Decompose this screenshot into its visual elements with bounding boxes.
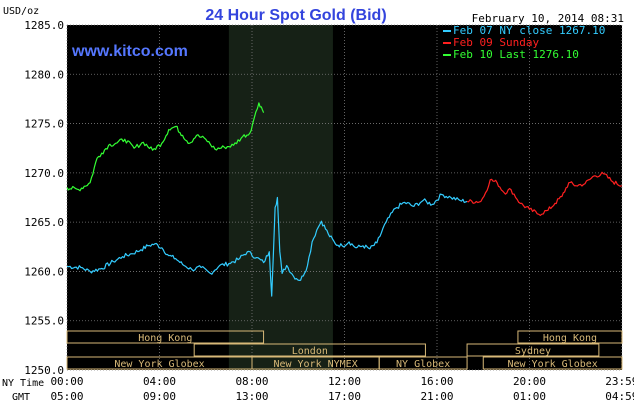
market-session-label: Sydney [515, 346, 551, 357]
market-session-label: Hong Kong [543, 333, 597, 344]
watermark-text: www.kitco.com [71, 43, 188, 60]
y-tick-label: 1250.0 [24, 364, 64, 377]
x-tick-label-ny: 00:00 [50, 375, 83, 388]
market-session-band [66, 330, 265, 344]
y-tick-label: 1270.0 [24, 167, 64, 180]
y-tick-label: 1280.0 [24, 68, 64, 81]
x-tick-label-gmt: 05:00 [50, 390, 83, 403]
legend-entry: Feb 10 Last 1276.10 [453, 48, 579, 61]
market-session-bands: Hong Kong London New York Globex New York N… [66, 330, 623, 370]
market-session-label: London [292, 346, 328, 357]
market-session-band [482, 356, 623, 370]
x-tick-label-ny: 12:00 [328, 375, 361, 388]
series-line [66, 193, 468, 297]
y-tick-label: 1285.0 [24, 19, 64, 32]
x-tick-labels: 00:00 05:00 04:00 09:00 08:00 13:00 12:00 17:00… [50, 375, 634, 403]
x-tick-label-gmt: 09:00 [143, 390, 176, 403]
y-tick-label: 1275.0 [24, 118, 64, 131]
legend-entry: Feb 07 NY close 1267.10 [453, 24, 605, 37]
market-session-label: NY Globex [396, 359, 450, 370]
x-tick-label-ny: 16:00 [420, 375, 453, 388]
y-tick-labels: 1285.0 1280.0 1275.0 1270.0 1265.0 1260.0 1255… [24, 19, 64, 377]
price-series [66, 102, 622, 297]
y-tick-label: 1255.0 [24, 315, 64, 328]
market-session-label: Hong Kong [138, 333, 192, 344]
x-tick-label-gmt: 17:00 [328, 390, 361, 403]
x-tick-label-ny: 08:00 [235, 375, 268, 388]
x-tick-label-gmt: 21:00 [420, 390, 453, 403]
ny-time-label: NY Time [2, 378, 44, 389]
chart-title: 24 Hour Spot Gold (Bid) [205, 7, 386, 24]
market-session-band [378, 356, 468, 370]
grid-lines [66, 24, 623, 371]
x-tick-label-ny: 23:59 [605, 375, 634, 388]
gmt-label: GMT [12, 392, 30, 403]
x-tick-label-gmt: 13:00 [235, 390, 268, 403]
x-tick-label-ny: 20:00 [513, 375, 546, 388]
market-session-label: New York Globex [507, 359, 597, 370]
market-session-label: New York Globex [114, 359, 204, 370]
series-line [66, 102, 265, 192]
x-tick-label-ny: 04:00 [143, 375, 176, 388]
x-tick-label-gmt: 04:59 [605, 390, 634, 403]
y-tick-label: 1265.0 [24, 216, 64, 229]
market-session-band [193, 343, 426, 357]
market-session-band [517, 330, 623, 344]
chart-datetime: February 10, 2014 08:31 [472, 12, 624, 25]
x-tick-label-gmt: 01:00 [513, 390, 546, 403]
market-session-band [466, 343, 600, 357]
y-tick-label: 1260.0 [24, 265, 64, 278]
market-session-label: New York NYMEX [273, 359, 357, 370]
market-highlight-band [228, 25, 333, 370]
legend-entry: Feb 09 Sunday [453, 36, 539, 49]
y-unit-label: USD/oz [3, 6, 39, 17]
series-line [466, 171, 622, 216]
